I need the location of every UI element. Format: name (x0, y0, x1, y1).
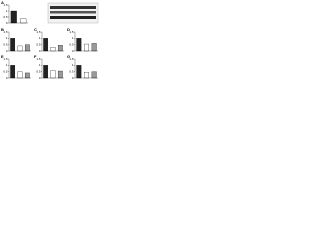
bar (43, 38, 49, 52)
y-tick-label: 0 (39, 49, 41, 53)
blot-band (50, 6, 96, 9)
y-tick-label: 0.5 (3, 15, 8, 19)
y-tick-label: 0 (39, 76, 41, 80)
panel-label: B (1, 27, 4, 32)
panel-label: F (34, 54, 37, 59)
y-tick-label: 1.5 (3, 57, 8, 61)
y-tick-label: 0 (6, 76, 8, 80)
y-tick-label: 1 (6, 36, 8, 40)
y-tick-label: 1.5 (36, 57, 41, 61)
bar (84, 43, 89, 52)
blot-band (50, 11, 96, 14)
y-tick-label: 1.5 (36, 30, 41, 34)
bar (57, 45, 63, 52)
western-blot (47, 2, 99, 24)
blot-band (50, 16, 96, 19)
y-tick-label: 1 (39, 63, 41, 67)
y-tick-label: 0.5 (69, 42, 74, 46)
y-tick-label: 1.5 (69, 30, 74, 34)
bar (76, 38, 82, 52)
panel-label: G (67, 54, 70, 59)
y-tick-label: 1 (6, 9, 8, 13)
bar (91, 43, 97, 52)
y-tick-label: 1.5 (3, 3, 8, 7)
y-tick-label: 0.5 (3, 42, 8, 46)
bar (24, 72, 30, 79)
bar (10, 38, 16, 52)
y-tick-label: 1.5 (69, 57, 74, 61)
bar (43, 65, 49, 79)
y-tick-label: 1 (39, 36, 41, 40)
y-tick-label: 0.5 (69, 69, 74, 73)
y-tick-label: 1 (72, 36, 74, 40)
y-tick-label: 1 (72, 63, 74, 67)
bar (20, 18, 27, 24)
y-tick-label: 0.5 (36, 69, 41, 73)
bar (50, 47, 56, 52)
panel-label: C (34, 27, 37, 32)
y-tick-label: 0 (6, 49, 8, 53)
bar (10, 65, 16, 79)
y-tick-label: 0 (6, 21, 8, 25)
bar (24, 44, 30, 52)
y-tick-label: 1.5 (3, 30, 8, 34)
bar (17, 45, 23, 52)
y-tick-label: 0.5 (36, 42, 41, 46)
y-tick-label: 1 (6, 63, 8, 67)
bar (57, 70, 63, 79)
panel-label: E (1, 54, 4, 59)
bar (17, 71, 23, 79)
bar (76, 65, 82, 79)
bar (10, 10, 17, 24)
bar (84, 72, 89, 79)
y-tick-label: 0 (72, 49, 74, 53)
panel-label: A (1, 0, 4, 5)
y-tick-label: 0 (72, 76, 74, 80)
panel-label: D (67, 27, 70, 32)
bar (50, 70, 56, 79)
y-tick-label: 0.5 (3, 69, 8, 73)
bar (91, 71, 97, 79)
